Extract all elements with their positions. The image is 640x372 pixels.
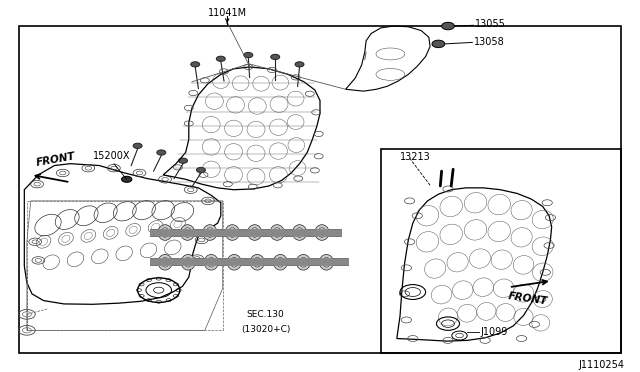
- Circle shape: [179, 158, 188, 163]
- Ellipse shape: [292, 225, 307, 240]
- Ellipse shape: [296, 254, 310, 270]
- Circle shape: [133, 143, 142, 148]
- Text: 15200X: 15200X: [93, 151, 131, 161]
- Text: 13058: 13058: [474, 37, 504, 46]
- Ellipse shape: [248, 225, 262, 240]
- Text: 13055: 13055: [475, 19, 506, 29]
- Circle shape: [157, 150, 166, 155]
- Circle shape: [442, 22, 454, 30]
- Circle shape: [271, 54, 280, 60]
- Bar: [19, 26, 621, 353]
- Text: J1110254: J1110254: [578, 360, 624, 369]
- Circle shape: [122, 176, 132, 182]
- Ellipse shape: [319, 254, 333, 270]
- Circle shape: [196, 167, 205, 173]
- Text: (13020+C): (13020+C): [241, 325, 291, 334]
- Text: 13213: 13213: [400, 152, 431, 162]
- Ellipse shape: [158, 225, 172, 240]
- Circle shape: [216, 56, 225, 61]
- Ellipse shape: [203, 225, 217, 240]
- Bar: [381, 149, 621, 353]
- Text: FRONT: FRONT: [508, 291, 548, 306]
- Circle shape: [191, 62, 200, 67]
- Ellipse shape: [180, 225, 195, 240]
- Text: J1099: J1099: [480, 327, 508, 337]
- Ellipse shape: [250, 254, 264, 270]
- Ellipse shape: [181, 254, 195, 270]
- Ellipse shape: [273, 254, 287, 270]
- Circle shape: [295, 62, 304, 67]
- Circle shape: [432, 40, 445, 48]
- Text: FRONT: FRONT: [35, 151, 76, 168]
- Circle shape: [244, 52, 253, 58]
- Ellipse shape: [204, 254, 218, 270]
- Ellipse shape: [270, 225, 284, 240]
- Ellipse shape: [158, 254, 172, 270]
- Text: SEC.130: SEC.130: [247, 310, 284, 319]
- Ellipse shape: [315, 225, 329, 240]
- Ellipse shape: [227, 254, 241, 270]
- Text: 11041M: 11041M: [207, 8, 247, 18]
- Ellipse shape: [225, 225, 239, 240]
